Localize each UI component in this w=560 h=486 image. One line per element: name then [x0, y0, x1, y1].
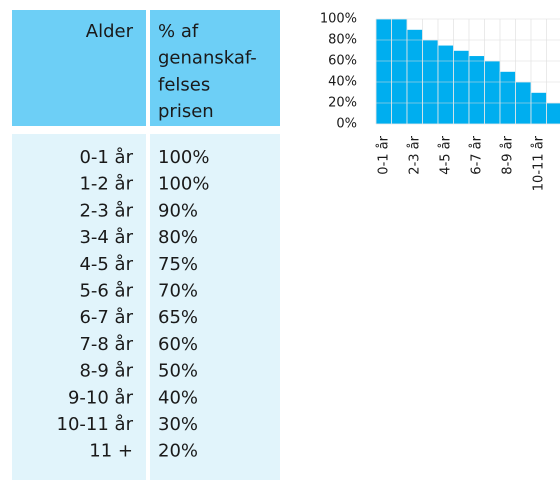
- percent-cell: 30%: [158, 414, 198, 435]
- age-cell: 0-1 år: [79, 147, 133, 168]
- x-tick-label: 6-7 år: [469, 135, 484, 174]
- age-cell: 9-10 år: [68, 387, 134, 408]
- age-cell: 6-7 år: [79, 307, 133, 328]
- header-text: Alder: [86, 21, 134, 42]
- header-text: prisen: [158, 101, 214, 122]
- age-cell: 7-8 år: [79, 334, 133, 355]
- percent-cell: 100%: [158, 174, 209, 195]
- bar: [376, 19, 392, 124]
- percent-cell: 60%: [158, 334, 198, 355]
- bar: [438, 45, 454, 124]
- y-tick-label: 0%: [336, 117, 357, 132]
- y-tick-label: 80%: [328, 33, 357, 48]
- bar: [469, 56, 485, 124]
- x-tick-label: 2-3 år: [407, 135, 422, 174]
- x-tick-label: 4-5 år: [438, 135, 453, 174]
- age-cell: 3-4 år: [79, 227, 133, 248]
- header-text: % af: [158, 21, 199, 42]
- percent-cell: 70%: [158, 281, 198, 302]
- bar: [531, 93, 547, 125]
- bar: [454, 51, 470, 125]
- age-cell: 4-5 år: [79, 254, 133, 275]
- header-text: felses: [158, 74, 210, 95]
- y-tick-label: 100%: [320, 12, 357, 27]
- percent-cell: 75%: [158, 254, 198, 275]
- x-tick-label: 8-9 år: [500, 135, 515, 174]
- percent-cell: 40%: [158, 387, 198, 408]
- percent-cell: 80%: [158, 227, 198, 248]
- bar: [485, 61, 501, 124]
- age-cell: 11 +: [89, 441, 133, 462]
- bar: [500, 72, 516, 125]
- percent-cell: 90%: [158, 200, 198, 221]
- y-tick-label: 40%: [328, 75, 357, 90]
- percent-cell: 100%: [158, 147, 209, 168]
- y-tick-label: 20%: [328, 96, 357, 111]
- y-tick-label: 60%: [328, 54, 357, 69]
- age-cell: 5-6 år: [79, 281, 133, 302]
- bar: [547, 103, 560, 124]
- age-cell: 2-3 år: [79, 200, 133, 221]
- percent-cell: 20%: [158, 441, 198, 462]
- percent-cell: 65%: [158, 307, 198, 328]
- bar: [392, 19, 408, 124]
- header-text: genanskaf-: [158, 48, 257, 69]
- age-cell: 10-11 år: [57, 414, 134, 435]
- age-cell: 8-9 år: [79, 361, 133, 382]
- x-tick-label: 0-1 år: [376, 135, 391, 174]
- age-cell: 1-2 år: [79, 174, 133, 195]
- percent-cell: 50%: [158, 361, 198, 382]
- bar: [407, 30, 423, 125]
- x-tick-label: 10-11 år: [531, 135, 546, 191]
